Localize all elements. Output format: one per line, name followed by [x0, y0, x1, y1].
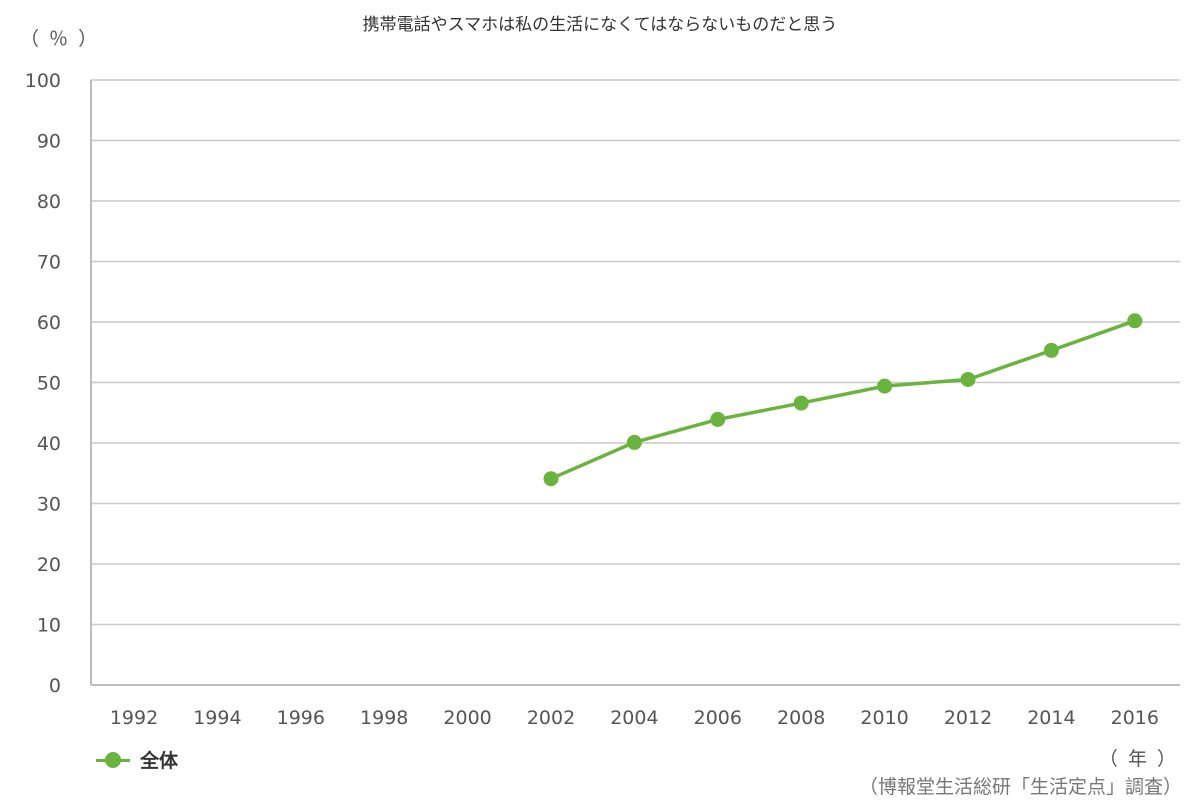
data-point — [793, 395, 809, 411]
data-point — [1043, 342, 1059, 358]
source-note: （博報堂生活総研「生活定点」調査） — [858, 776, 1182, 798]
y-tick-label: 10 — [37, 615, 61, 637]
y-tick-label: 100 — [25, 70, 61, 92]
x-tick-label: 1992 — [110, 707, 158, 729]
x-axis-unit: （ 年 ） — [1098, 748, 1178, 770]
x-tick-label: 2010 — [860, 707, 908, 729]
chart-title: 携帯電話やスマホは私の生活になくてはならないものだと思う — [362, 15, 838, 35]
y-tick-label: 90 — [37, 131, 61, 153]
data-point — [710, 411, 726, 427]
y-tick-label: 40 — [37, 433, 61, 455]
y-tick-label: 20 — [37, 554, 61, 576]
y-tick-label: 80 — [37, 191, 61, 213]
data-point — [626, 434, 642, 450]
x-tick-label: 2002 — [527, 707, 575, 729]
x-tick-label: 2016 — [1111, 707, 1159, 729]
x-tick-label: 2004 — [610, 707, 658, 729]
y-axis-unit: （ ％ ） — [20, 28, 100, 50]
legend: 全体 — [96, 746, 178, 773]
y-tick-label: 50 — [37, 373, 61, 395]
x-tick-label: 2006 — [694, 707, 742, 729]
data-point — [960, 371, 976, 387]
x-tick-label: 1994 — [193, 707, 241, 729]
y-tick-label: 30 — [37, 494, 61, 516]
x-tick-label: 2008 — [777, 707, 825, 729]
series-line — [550, 319, 1136, 481]
x-tick-label: 2014 — [1027, 707, 1075, 729]
data-point — [1127, 313, 1143, 329]
data-point — [543, 471, 559, 487]
data-point — [877, 378, 893, 394]
y-tick-label: 70 — [37, 252, 61, 274]
x-tick-label: 1998 — [360, 707, 408, 729]
x-tick-label: 2012 — [944, 707, 992, 729]
x-tick-label: 2000 — [443, 707, 491, 729]
legend-label: 全体 — [140, 750, 179, 772]
y-tick-label: 60 — [37, 312, 61, 334]
y-tick-label: 0 — [49, 675, 61, 697]
x-tick-label: 1996 — [277, 707, 325, 729]
legend-marker — [96, 747, 130, 773]
